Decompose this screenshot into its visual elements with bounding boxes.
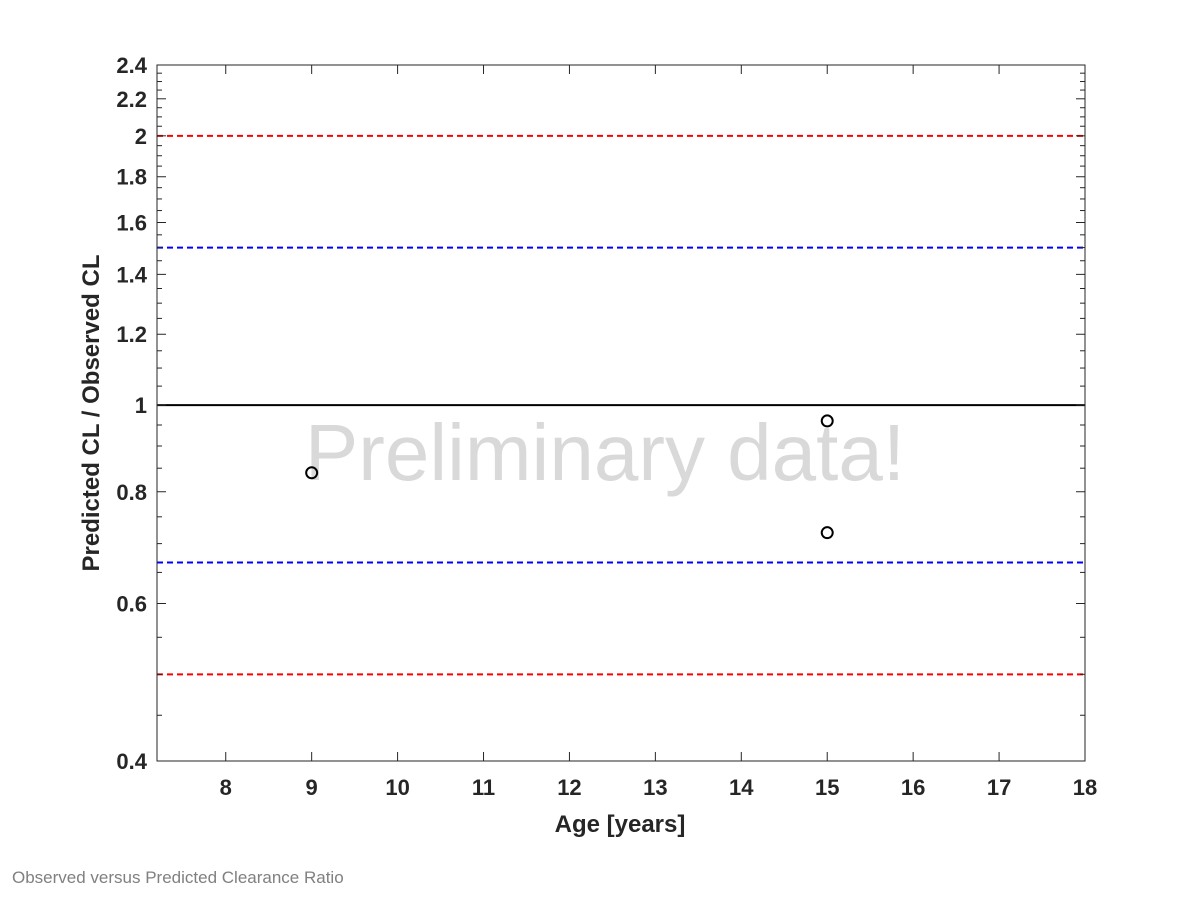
y-tick-label: 2.2 (116, 87, 147, 112)
y-tick-label: 1.6 (116, 211, 147, 236)
axes-box (156, 64, 1086, 762)
data-point-0 (305, 466, 319, 480)
x-tick-label: 8 (220, 775, 232, 800)
y-tick-label: 2.4 (116, 53, 147, 78)
x-tick-label: 10 (385, 775, 409, 800)
x-tick-label: 13 (643, 775, 667, 800)
watermark-text: Preliminary data! (305, 408, 905, 497)
y-tick-label: 0.8 (116, 480, 147, 505)
data-point-2 (820, 526, 834, 540)
x-tick-label: 9 (306, 775, 318, 800)
x-tick-label: 14 (729, 775, 754, 800)
x-tick-label: 11 (472, 775, 495, 800)
x-tick-label: 16 (901, 775, 925, 800)
x-tick-label: 12 (557, 775, 581, 800)
x-axis-ticks: 8 9 10 11 12 13 14 15 16 17 18 (220, 65, 1097, 800)
y-tick-label: 2 (135, 124, 147, 149)
y-tick-label: 0.4 (116, 749, 147, 774)
x-axis-label: Age [years] (555, 811, 686, 838)
y-tick-label: 0.6 (116, 591, 147, 616)
x-tick-label: 17 (987, 775, 1011, 800)
data-point-1 (820, 414, 834, 428)
figure-caption: Observed versus Predicted Clearance Rati… (12, 868, 344, 887)
y-tick-label: 1 (135, 393, 147, 418)
data-points (305, 414, 834, 540)
y-tick-label: 1.4 (116, 262, 147, 287)
y-tick-label: 1.2 (116, 322, 147, 347)
x-tick-label: 15 (815, 775, 839, 800)
plot-area (157, 65, 1085, 761)
y-axis-ticks: 0.4 0.6 0.8 1 1.2 1.4 1.6 1.8 2 2.2 2.4 (116, 53, 1085, 774)
reference-lines (157, 134, 1085, 676)
x-tick-label: 18 (1073, 775, 1097, 800)
y-axis-label: Predicted CL / Observed CL (78, 255, 105, 572)
y-tick-label: 1.8 (116, 165, 147, 190)
